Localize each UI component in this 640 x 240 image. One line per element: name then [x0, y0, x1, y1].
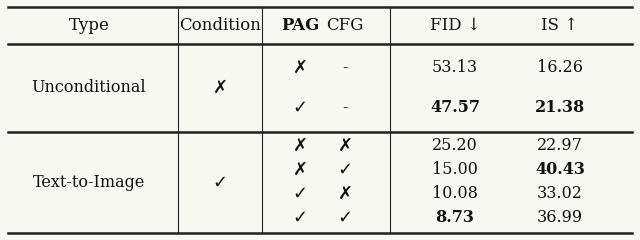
Text: ✗: ✗: [337, 185, 353, 203]
Text: ✗: ✗: [337, 137, 353, 155]
Text: ✗: ✗: [292, 161, 308, 179]
Text: 8.73: 8.73: [436, 210, 474, 227]
Text: 33.02: 33.02: [537, 186, 583, 203]
Text: Unconditional: Unconditional: [32, 79, 147, 96]
Text: Type: Type: [68, 17, 109, 34]
Text: Condition: Condition: [179, 17, 261, 34]
Text: 15.00: 15.00: [432, 162, 478, 179]
Text: ✓: ✓: [337, 209, 353, 227]
Text: ✓: ✓: [292, 185, 308, 203]
Text: 36.99: 36.99: [537, 210, 583, 227]
Text: -: -: [342, 100, 348, 116]
Text: ✓: ✓: [212, 174, 228, 192]
Text: ✓: ✓: [292, 99, 308, 117]
Text: 53.13: 53.13: [432, 60, 478, 77]
Text: ✗: ✗: [292, 137, 308, 155]
Text: 16.26: 16.26: [537, 60, 583, 77]
Text: Text-to-Image: Text-to-Image: [33, 174, 145, 191]
Text: FID ↓: FID ↓: [429, 17, 481, 34]
Text: 22.97: 22.97: [537, 138, 583, 155]
Text: ✓: ✓: [337, 161, 353, 179]
Text: ✗: ✗: [212, 79, 228, 97]
Text: 25.20: 25.20: [432, 138, 478, 155]
Text: -: -: [342, 60, 348, 77]
Text: PAG: PAG: [281, 17, 319, 34]
Text: 21.38: 21.38: [535, 100, 585, 116]
Text: 47.57: 47.57: [430, 100, 480, 116]
Text: IS ↑: IS ↑: [541, 17, 579, 34]
Text: ✗: ✗: [292, 59, 308, 77]
Text: 10.08: 10.08: [432, 186, 478, 203]
Text: CFG: CFG: [326, 17, 364, 34]
Text: 40.43: 40.43: [535, 162, 585, 179]
Text: ✓: ✓: [292, 209, 308, 227]
